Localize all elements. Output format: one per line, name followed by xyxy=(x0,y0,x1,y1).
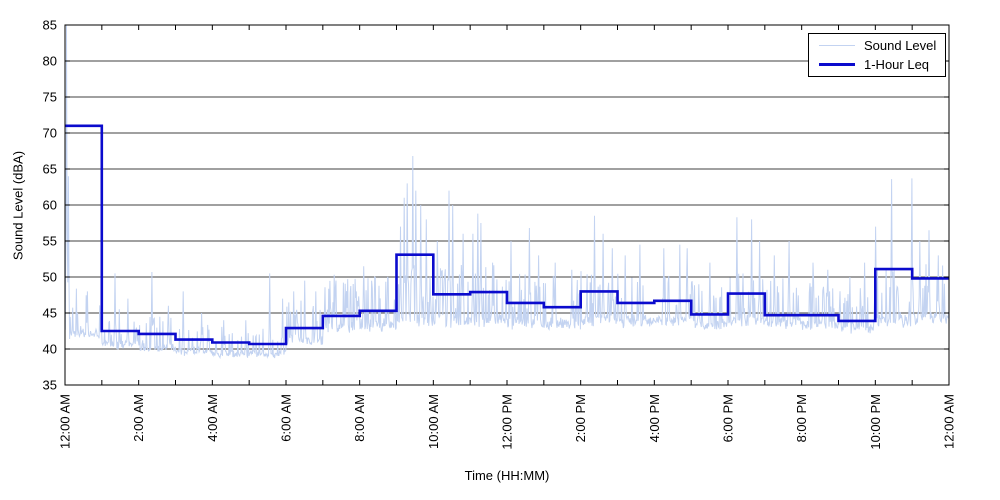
x-tick-label: 12:00 AM xyxy=(942,394,957,449)
x-tick-label: 2:00 AM xyxy=(131,394,146,442)
tick-marks xyxy=(64,24,950,386)
y-tick-label: 55 xyxy=(43,234,57,249)
sound-level-line-swatch-icon xyxy=(819,45,855,47)
x-tick-label: 6:00 AM xyxy=(279,394,294,442)
legend-item-1-hour-leq: 1-Hour Leq xyxy=(819,57,939,72)
legend-label-sound-level: Sound Level xyxy=(864,38,937,54)
y-gridlines xyxy=(65,60,949,350)
x-tick-label: 10:00 AM xyxy=(426,394,441,449)
x-tick-label: 12:00 AM xyxy=(58,394,73,449)
y-tick-label: 35 xyxy=(43,378,57,393)
x-tick-label: 8:00 PM xyxy=(794,394,809,442)
x-tick-label: 10:00 PM xyxy=(868,394,883,450)
y-tick-label: 85 xyxy=(43,18,57,33)
sound-level-trace xyxy=(65,25,949,360)
x-tick-label: 8:00 AM xyxy=(352,394,367,442)
x-tick-labels: 12:00 AM 2:00 AM 4:00 AM 6:00 AM 8:00 AM 10:0… xyxy=(58,394,957,450)
x-tick-label: 4:00 AM xyxy=(205,394,220,442)
y-axis-title: Sound Level (dBA) xyxy=(10,150,26,261)
y-tick-label: 60 xyxy=(43,198,57,213)
leq-line-swatch-icon xyxy=(819,62,855,66)
y-tick-label: 50 xyxy=(43,270,57,285)
legend-label-1-hour-leq: 1-Hour Leq xyxy=(864,56,930,72)
legend-item-sound-level: Sound Level xyxy=(819,38,939,53)
x-tick-label: 4:00 PM xyxy=(647,394,662,442)
legend: Sound Level 1-Hour Leq xyxy=(808,33,946,77)
x-axis-title: Time (HH:MM) xyxy=(464,468,550,483)
y-tick-label: 75 xyxy=(43,90,57,105)
y-tick-label: 45 xyxy=(43,306,57,321)
x-tick-label: 6:00 PM xyxy=(721,394,736,442)
y-tick-label: 65 xyxy=(43,162,57,177)
y-tick-label: 70 xyxy=(43,126,57,141)
x-tick-label: 2:00 PM xyxy=(573,394,588,442)
leq-step-line xyxy=(65,124,949,346)
y-tick-label: 40 xyxy=(43,342,57,357)
x-tick-label: 12:00 PM xyxy=(500,394,515,450)
y-tick-labels: 35 40 45 50 55 60 65 70 75 80 85 xyxy=(43,18,57,393)
y-tick-label: 80 xyxy=(43,54,57,69)
